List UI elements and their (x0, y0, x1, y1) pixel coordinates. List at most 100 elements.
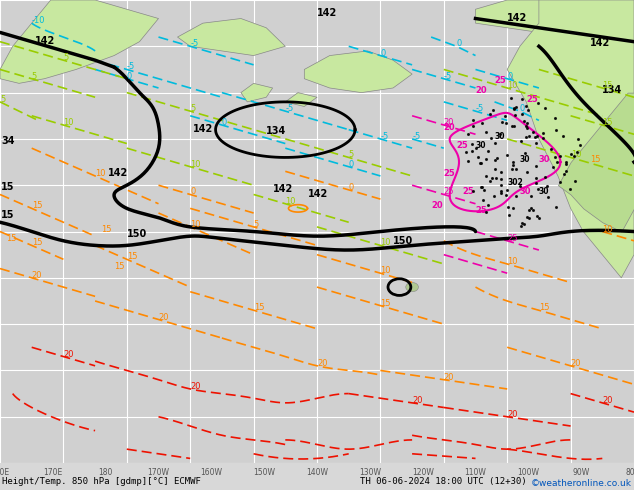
Point (540, 104, 550, 112)
Point (531, 133, 541, 141)
Text: -5: -5 (380, 132, 389, 141)
Point (484, 177, 495, 185)
Text: 142: 142 (307, 189, 328, 199)
Text: 170E: 170E (43, 467, 63, 477)
Point (527, 128, 538, 136)
Point (522, 119, 532, 127)
Text: Height/Temp. 850 hPa [gdmp][°C] ECMWF: Height/Temp. 850 hPa [gdmp][°C] ECMWF (2, 477, 201, 487)
Point (526, 204, 536, 212)
Point (490, 156, 500, 164)
Text: 15: 15 (602, 81, 613, 90)
Text: 25: 25 (444, 188, 455, 196)
Point (490, 165, 500, 172)
Point (463, 130, 473, 138)
Text: 20: 20 (444, 118, 455, 127)
Point (477, 183, 487, 191)
Point (508, 158, 518, 166)
Text: 15: 15 (539, 303, 550, 312)
Point (569, 152, 579, 160)
Text: 10: 10 (285, 197, 296, 206)
Point (502, 186, 512, 194)
Text: 30: 30 (495, 132, 505, 141)
Text: 25: 25 (495, 76, 507, 85)
Point (558, 132, 568, 140)
Point (515, 222, 526, 230)
Point (507, 122, 517, 130)
Point (517, 219, 527, 227)
Point (501, 119, 511, 127)
Point (527, 206, 538, 214)
Text: 25: 25 (463, 188, 475, 196)
Text: 15: 15 (114, 262, 125, 270)
Text: 10: 10 (380, 266, 391, 275)
Point (461, 147, 471, 155)
Point (522, 169, 533, 176)
Point (531, 162, 541, 170)
Text: 10: 10 (507, 257, 518, 266)
Text: 20: 20 (190, 382, 201, 391)
Point (522, 213, 532, 220)
Text: 10: 10 (602, 224, 613, 234)
Point (548, 163, 559, 171)
Text: 5: 5 (32, 72, 37, 81)
Point (555, 178, 565, 186)
Point (560, 158, 571, 166)
Text: 30: 30 (520, 155, 531, 164)
Point (552, 158, 562, 166)
Text: 0: 0 (520, 104, 525, 113)
Point (511, 165, 521, 172)
Text: 34: 34 (1, 136, 15, 146)
Point (559, 170, 569, 178)
Text: 30: 30 (476, 141, 486, 150)
Point (551, 126, 561, 134)
Point (565, 185, 575, 193)
Text: 142: 142 (108, 168, 128, 178)
Text: 0: 0 (349, 160, 354, 169)
Point (508, 105, 519, 113)
Point (496, 175, 507, 183)
Text: 10: 10 (95, 169, 106, 178)
Text: 80W: 80W (625, 467, 634, 477)
Text: 30: 30 (520, 188, 531, 196)
Text: 20: 20 (412, 396, 423, 405)
Text: 302: 302 (507, 178, 523, 187)
Text: 142: 142 (273, 184, 293, 194)
Text: 5: 5 (349, 150, 354, 159)
Text: 5: 5 (254, 220, 259, 229)
Point (533, 132, 543, 140)
Text: 25: 25 (526, 95, 538, 104)
Text: 15: 15 (6, 234, 17, 243)
Point (490, 139, 500, 147)
Point (524, 214, 534, 222)
Point (495, 130, 505, 138)
Text: 130W: 130W (359, 467, 381, 477)
Text: 110W: 110W (465, 467, 486, 477)
Point (467, 147, 477, 154)
Text: 134: 134 (602, 85, 623, 95)
Point (497, 118, 507, 126)
Point (504, 212, 514, 220)
Text: 10: 10 (380, 239, 391, 247)
Point (550, 153, 560, 161)
Text: 30: 30 (539, 155, 550, 164)
Text: 0: 0 (456, 39, 462, 49)
Point (479, 186, 489, 194)
Text: 15: 15 (32, 201, 42, 210)
Text: 20: 20 (431, 201, 443, 210)
Point (501, 151, 512, 159)
Point (540, 172, 550, 180)
Point (521, 133, 531, 141)
Text: 15: 15 (1, 210, 15, 220)
Point (491, 174, 501, 182)
Text: 90W: 90W (573, 467, 590, 477)
Point (496, 189, 507, 197)
Point (476, 183, 486, 191)
Point (566, 150, 576, 158)
Point (555, 152, 565, 160)
Point (532, 212, 542, 220)
Text: 5: 5 (190, 104, 195, 113)
Point (491, 154, 501, 162)
Point (477, 119, 487, 126)
Text: 0: 0 (127, 72, 132, 81)
Text: 170W: 170W (148, 467, 169, 477)
